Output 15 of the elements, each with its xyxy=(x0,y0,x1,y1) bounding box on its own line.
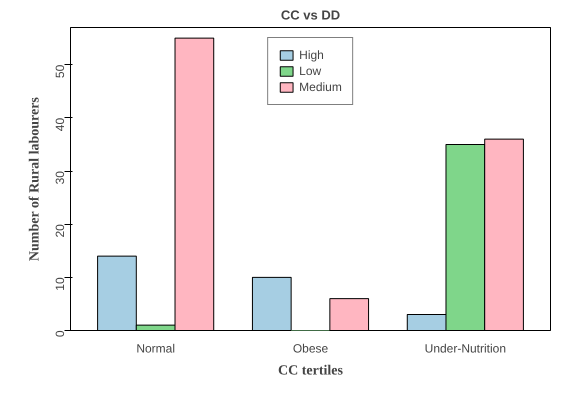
y-tick-label: 40 xyxy=(53,118,67,132)
x-tick-label: Under-Nutrition xyxy=(424,342,506,356)
y-tick-label: 30 xyxy=(53,170,67,184)
x-tick-label: Obese xyxy=(292,342,329,356)
y-tick-label: 0 xyxy=(53,330,67,338)
legend-label: High xyxy=(299,48,324,62)
legend-label: Low xyxy=(299,64,322,78)
legend-label: Medium xyxy=(299,80,342,94)
chart-title: CC vs DD xyxy=(280,8,340,22)
y-tick-label: 10 xyxy=(53,277,67,291)
y-tick-label: 20 xyxy=(53,224,67,238)
y-axis-title: Number of Rural labourers xyxy=(28,96,42,262)
y-tick-label: 50 xyxy=(53,64,67,78)
x-axis-title: CC tertiles xyxy=(278,364,344,378)
x-tick-label: Normal xyxy=(136,342,175,356)
